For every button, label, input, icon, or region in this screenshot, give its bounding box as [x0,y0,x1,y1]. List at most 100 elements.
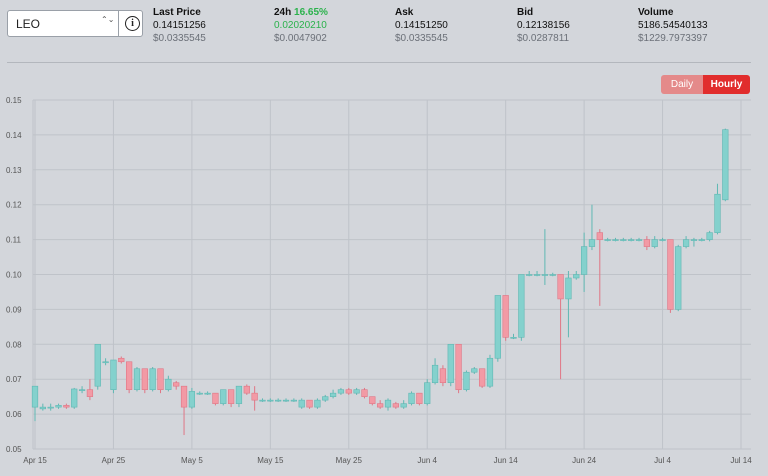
candle-body [251,392,258,401]
candle-body [604,239,611,241]
candle-body [447,343,454,383]
stat-value: 0.02020210 [274,20,327,31]
stat-ask: Ask 0.14151250 $0.0335545 [395,7,448,45]
candle-body [384,399,392,408]
candle-body [259,399,266,402]
candle-body [188,391,196,408]
candle-body [141,368,148,390]
candle-body [243,385,250,394]
candle-body [463,371,470,390]
stat-label: Ask [395,7,414,18]
candle-body [620,239,627,241]
candle-body [267,399,274,402]
candle-body [322,396,329,401]
candle-body [31,385,39,408]
y-tick-label: 0.12 [6,201,22,210]
y-tick-label: 0.07 [6,375,22,384]
candle-body [408,392,415,404]
stat-24h: 24h 16.65% 0.02020210 $0.0047902 [274,7,328,45]
candle-body [667,239,674,310]
candle-body [212,392,219,404]
candle-body [55,405,62,408]
stat-usd-value: $0.0047902 [274,33,327,44]
info-icon[interactable]: i [125,16,140,31]
updown-chevron-icon[interactable]: ⌃⌄ [101,15,115,24]
candle-body [722,129,729,201]
stat-usd-value: $0.0335545 [153,33,206,44]
candle-body [306,399,313,408]
stat-value: 0.12138156 [517,20,570,31]
candle-body [557,274,564,300]
stat-value: 5186.54540133 [638,20,708,31]
x-tick-label: Jun 4 [417,456,437,465]
stat-usd-value: $1229.7973397 [638,33,708,44]
candle-body [157,368,164,390]
candle-body [220,389,227,404]
stat-label: 24h 16.65% [274,7,328,19]
y-tick-label: 0.06 [6,410,22,419]
candle-body [518,274,525,338]
candle-body [345,389,352,394]
candle-body [588,239,596,247]
candle-body [173,382,180,387]
candle-body [204,392,211,395]
y-tick-label: 0.14 [6,131,22,140]
candle-body [235,385,243,404]
candle-body [510,337,517,339]
market-selector-value: LEO [16,17,41,31]
candle-body [63,405,70,408]
candle-body [431,364,439,383]
candle-body [549,274,556,276]
candle-body [180,385,188,408]
candle-body [580,246,588,275]
candle-body [78,389,86,391]
candle-body [47,406,54,409]
candle-body [471,368,478,373]
selector-divider [118,11,119,36]
candle-body [596,232,603,240]
y-tick-label: 0.08 [6,340,22,349]
candle-body [659,239,666,241]
candle-body [416,392,423,404]
market-selector[interactable]: LEO ⌃⌄ i [7,10,143,37]
change-percent: 16.65% [294,7,328,18]
candle-body [110,359,117,390]
candle-body [635,239,643,241]
candle-body [392,403,399,408]
candle-body [706,232,713,240]
candle-body [94,343,101,387]
candle-body [690,239,698,241]
candle-body [102,361,109,364]
stat-value: 0.14151250 [395,20,448,31]
x-tick-label: Apr 25 [102,456,126,465]
x-tick-label: Apr 15 [23,456,47,465]
x-tick-label: May 5 [181,456,203,465]
hourly-button[interactable]: Hourly [703,75,750,94]
candle-body [400,403,407,408]
daily-button[interactable]: Daily [661,75,703,94]
candle-body [612,239,619,241]
candle-body [714,193,721,233]
x-tick-label: Jul 14 [730,456,752,465]
x-tick-label: Jul 4 [654,456,671,465]
y-tick-label: 0.15 [6,96,22,105]
candle-body [573,274,580,279]
candle-body [149,368,156,390]
candle-body [494,295,501,359]
candle-body [675,246,682,310]
y-tick-label: 0.05 [6,445,22,454]
candle-body [651,239,658,247]
x-tick-label: Jun 24 [572,456,597,465]
candle-body [275,399,282,402]
candle-body [455,343,462,390]
candle-body [682,239,690,247]
y-tick-label: 0.11 [6,236,22,245]
stat-label: Last Price [153,7,201,18]
stat-last-price: Last Price 0.14151256 $0.0335545 [153,7,206,45]
candle-body [196,392,203,395]
candle-body [39,406,46,410]
candle-body [314,399,321,408]
stat-label-text: 24h [274,7,292,18]
stat-usd-value: $0.0335545 [395,33,448,44]
candle-body [298,399,305,408]
